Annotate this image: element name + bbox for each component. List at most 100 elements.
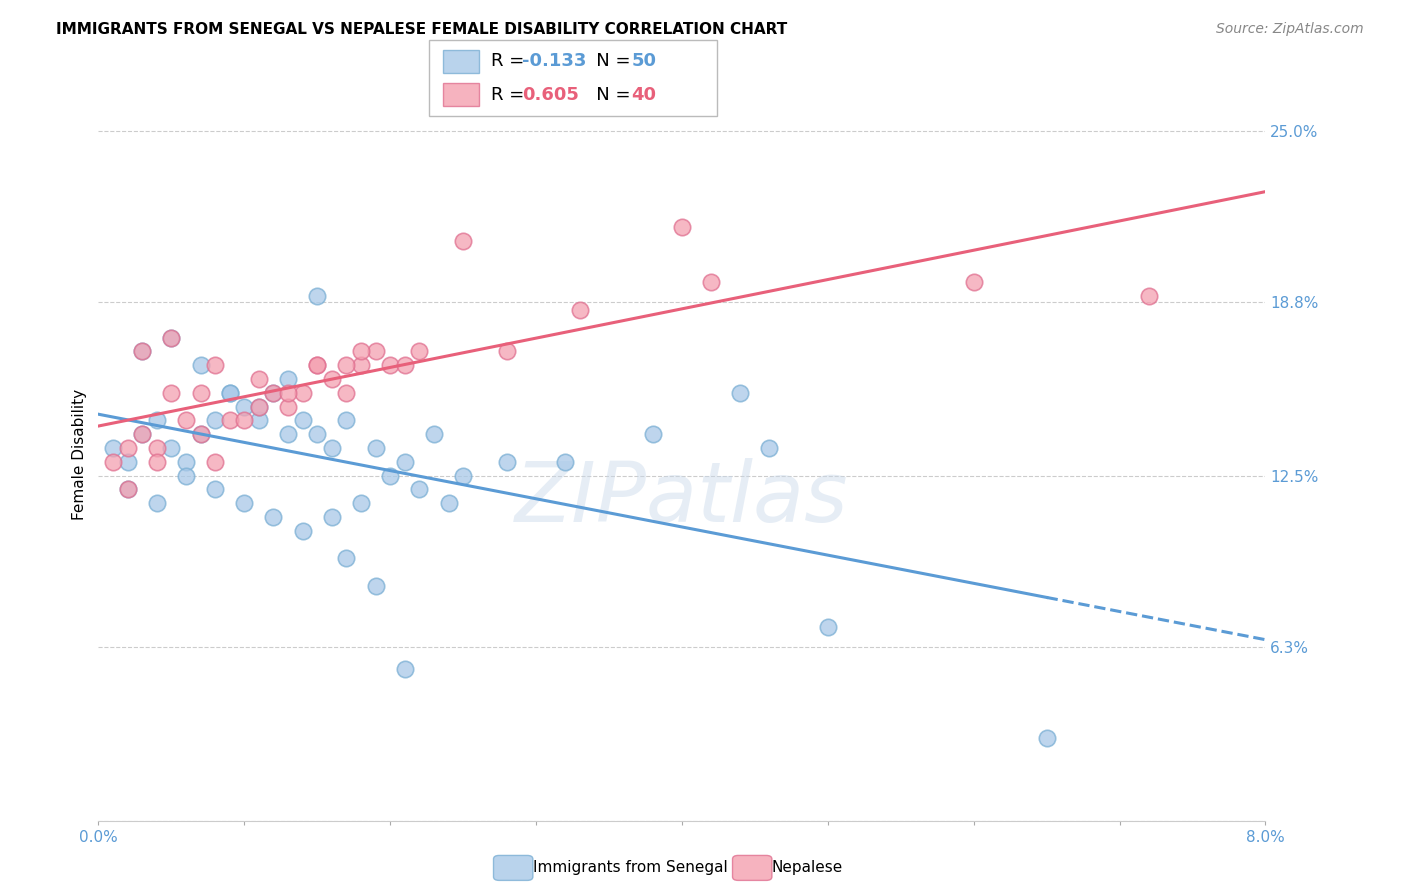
Point xyxy=(350,496,373,510)
Point xyxy=(321,372,343,386)
Point xyxy=(364,441,387,455)
Point xyxy=(408,344,430,359)
Point xyxy=(451,468,474,483)
Point xyxy=(423,427,446,442)
Point xyxy=(117,441,139,455)
Text: 0.605: 0.605 xyxy=(522,86,578,103)
Point xyxy=(817,620,839,634)
Text: Source: ZipAtlas.com: Source: ZipAtlas.com xyxy=(1216,22,1364,37)
Point xyxy=(671,220,693,235)
Point xyxy=(1035,731,1057,745)
Point xyxy=(247,400,270,414)
Point xyxy=(394,358,416,372)
Point xyxy=(554,455,576,469)
Text: N =: N = xyxy=(579,53,637,70)
Point xyxy=(394,662,416,676)
Point xyxy=(131,344,153,359)
Text: 50: 50 xyxy=(631,53,657,70)
Point xyxy=(247,400,270,414)
Point xyxy=(262,385,284,400)
Text: -0.133: -0.133 xyxy=(522,53,586,70)
Point xyxy=(307,427,329,442)
Point xyxy=(350,358,373,372)
Point xyxy=(496,455,519,469)
Point xyxy=(380,358,402,372)
Point xyxy=(101,455,124,469)
Point xyxy=(247,372,270,386)
Point xyxy=(277,400,299,414)
Point xyxy=(218,385,240,400)
Point xyxy=(131,427,153,442)
Point xyxy=(394,455,416,469)
Point xyxy=(146,413,169,427)
Point xyxy=(218,413,240,427)
Point xyxy=(364,344,387,359)
Point xyxy=(291,385,314,400)
Y-axis label: Female Disability: Female Disability xyxy=(72,389,87,521)
Point xyxy=(350,344,373,359)
Point xyxy=(174,413,197,427)
Point xyxy=(262,510,284,524)
Point xyxy=(307,358,329,372)
Point xyxy=(408,483,430,497)
Point xyxy=(1137,289,1160,303)
Text: IMMIGRANTS FROM SENEGAL VS NEPALESE FEMALE DISABILITY CORRELATION CHART: IMMIGRANTS FROM SENEGAL VS NEPALESE FEMA… xyxy=(56,22,787,37)
Point xyxy=(233,413,256,427)
Point xyxy=(233,496,256,510)
Point xyxy=(962,276,984,290)
Point xyxy=(233,400,256,414)
Point xyxy=(190,358,212,372)
Point xyxy=(277,427,299,442)
Text: Nepalese: Nepalese xyxy=(772,860,844,874)
Point xyxy=(291,413,314,427)
Point xyxy=(335,551,357,566)
Point xyxy=(364,579,387,593)
Point xyxy=(204,483,226,497)
Point xyxy=(321,510,343,524)
Point xyxy=(641,427,664,442)
Point xyxy=(335,413,357,427)
Point xyxy=(730,385,752,400)
Point xyxy=(247,413,270,427)
Point xyxy=(160,330,183,344)
Text: R =: R = xyxy=(491,53,530,70)
Point xyxy=(160,330,183,344)
Point xyxy=(190,427,212,442)
Point xyxy=(291,524,314,538)
Text: Immigrants from Senegal: Immigrants from Senegal xyxy=(533,860,728,874)
Point xyxy=(146,441,169,455)
Point xyxy=(758,441,780,455)
Point xyxy=(204,455,226,469)
Point xyxy=(335,385,357,400)
Point xyxy=(160,385,183,400)
Point xyxy=(190,385,212,400)
Point xyxy=(204,413,226,427)
Point xyxy=(117,483,139,497)
Point xyxy=(437,496,460,510)
Point xyxy=(117,483,139,497)
Point xyxy=(307,358,329,372)
Point xyxy=(101,441,124,455)
Point xyxy=(335,358,357,372)
Text: N =: N = xyxy=(579,86,637,103)
Point xyxy=(218,385,240,400)
Point xyxy=(277,372,299,386)
Point xyxy=(146,455,169,469)
Point xyxy=(451,234,474,248)
Point xyxy=(131,427,153,442)
Text: ZIPatlas: ZIPatlas xyxy=(515,458,849,540)
Point xyxy=(700,276,723,290)
Point xyxy=(321,441,343,455)
Point xyxy=(307,289,329,303)
Text: R =: R = xyxy=(491,86,530,103)
Point xyxy=(146,496,169,510)
Point xyxy=(174,468,197,483)
Point xyxy=(496,344,519,359)
Point xyxy=(131,344,153,359)
Point xyxy=(204,358,226,372)
Text: 40: 40 xyxy=(631,86,657,103)
Point xyxy=(190,427,212,442)
Point xyxy=(380,468,402,483)
Point xyxy=(262,385,284,400)
Point xyxy=(568,303,591,318)
